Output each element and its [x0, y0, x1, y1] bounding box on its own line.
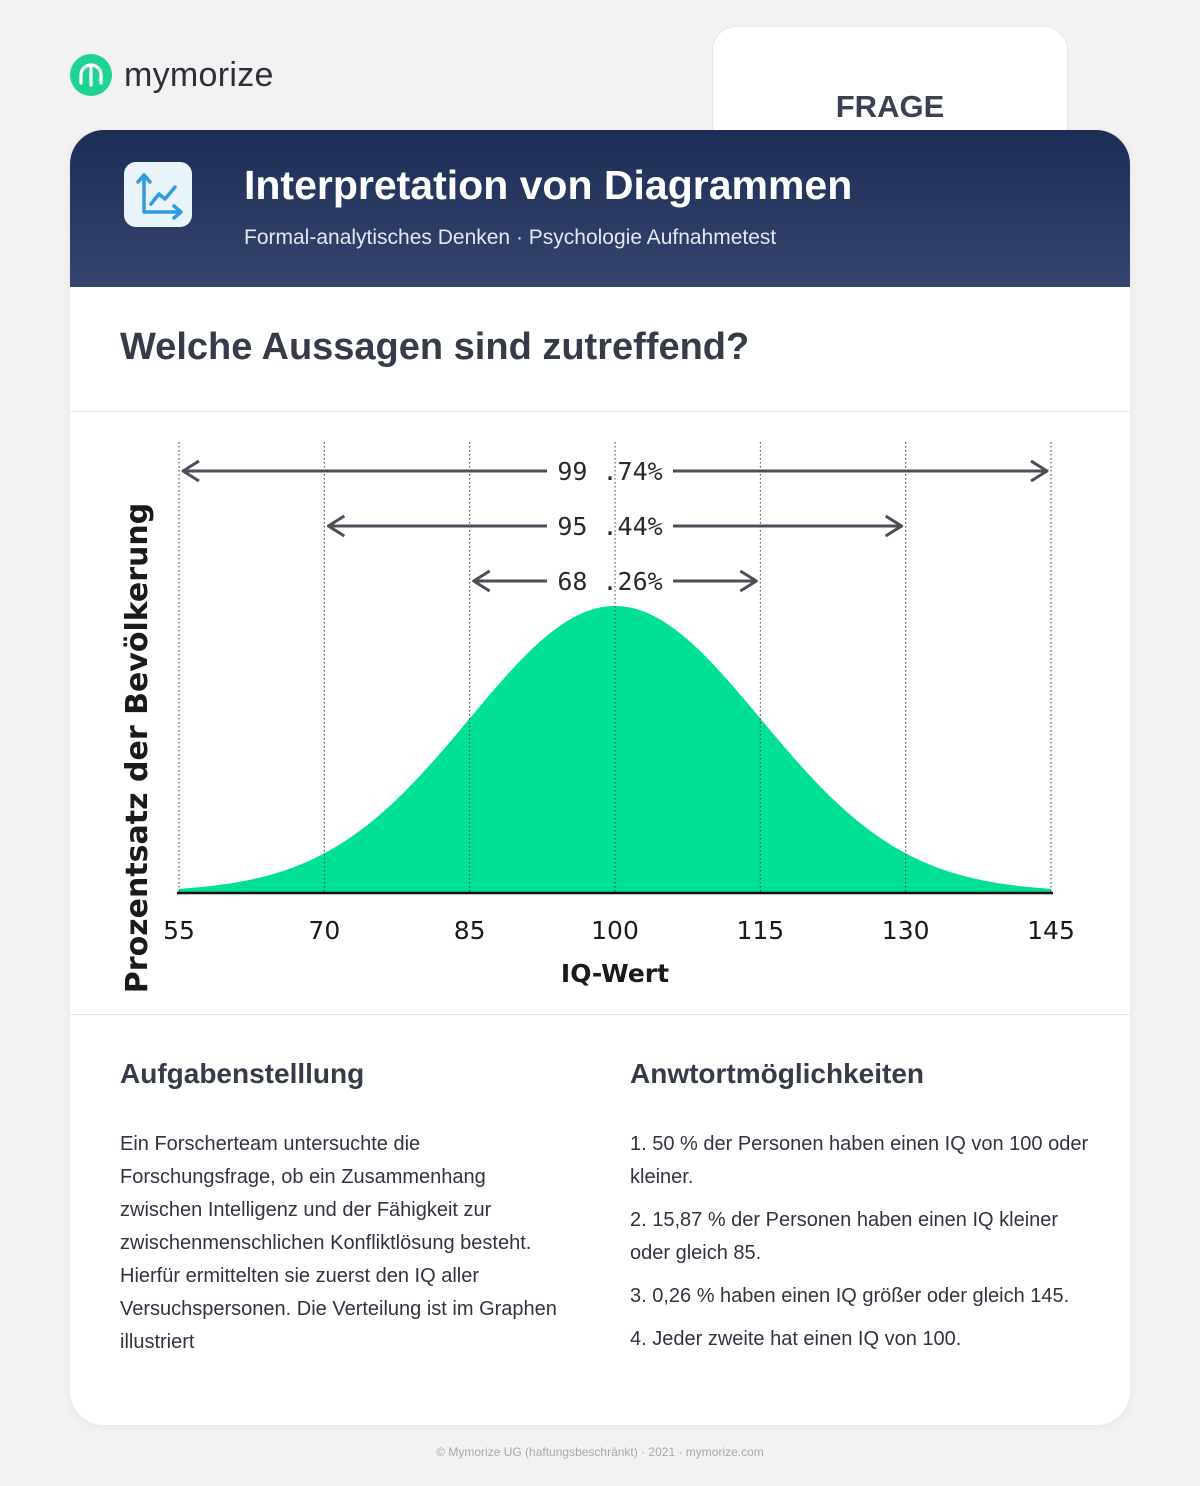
range-label-1: 99 .74% [557, 457, 662, 486]
x-tick-label-100: 100 [591, 916, 639, 945]
x-axis-label: IQ-Wert [561, 959, 669, 988]
range-label-3: 68 .26% [557, 567, 662, 596]
divider-top [70, 411, 1130, 412]
answer-option-1[interactable]: 1. 50 % der Personen haben einen IQ von … [630, 1133, 1089, 1188]
range-arrowhead-left-1 [181, 459, 200, 483]
task-heading: Aufgabenstelllung [120, 1058, 365, 1089]
divider-bottom [70, 1014, 1130, 1015]
answer-option-4[interactable]: 4. Jeder zweite hat einen IQ von 100. [630, 1328, 962, 1350]
x-tick-label-70: 70 [308, 916, 340, 945]
tab-label: FRAGE [835, 89, 945, 124]
task-text: Ein Forscherteam untersuchte die Forschu… [120, 1133, 557, 1353]
answer-list: 1. 50 % der Personen haben einen IQ von … [630, 1128, 1090, 1366]
y-axis-label: Prozentsatz der Bevölkerung [120, 503, 155, 993]
footer-copyright: © Mymorize UG (haftungsbeschränkt) · 202… [436, 1445, 764, 1459]
answers-heading: Anwtortmöglichkeiten [630, 1058, 925, 1089]
brand-name: mymorize [124, 55, 274, 94]
card-title: Interpretation von Diagrammen [244, 162, 853, 208]
card-subtitle: Formal-analytisches Denken · Psychologie… [244, 226, 777, 249]
card-header: Interpretation von Diagrammen Formal-ana… [70, 130, 1130, 287]
question-card: Interpretation von Diagrammen Formal-ana… [70, 130, 1130, 1425]
answer-option-2[interactable]: 2. 15,87 % der Personen haben einen IQ k… [630, 1209, 1059, 1264]
iq-distribution-chart: 55 70 85 100 115 130 145 IQ-Wert Prozentsatz der… [70, 420, 1130, 994]
line-chart-icon [124, 162, 192, 227]
x-tick-label-145: 145 [1027, 916, 1075, 945]
range-arrowhead-right-1 [1030, 459, 1049, 483]
range-arrowhead-right-2 [884, 514, 904, 538]
range-arrowhead-left-2 [326, 514, 346, 538]
x-tick-label-55: 55 [163, 916, 195, 945]
range-arrowhead-left-3 [472, 569, 491, 593]
logo-icon [70, 54, 112, 96]
x-tick-label-130: 130 [882, 916, 930, 945]
question-text: Welche Aussagen sind zutreffend? [120, 326, 750, 368]
brand-logo: mymorize [70, 54, 274, 96]
range-label-2: 95 .44% [557, 512, 662, 541]
x-tick-label-85: 85 [454, 916, 486, 945]
distribution-area [179, 606, 1051, 892]
range-arrowhead-right-3 [739, 569, 758, 593]
x-tick-label-115: 115 [736, 916, 784, 945]
answer-option-3[interactable]: 3. 0,26 % haben einen IQ größer oder gle… [630, 1285, 1070, 1307]
